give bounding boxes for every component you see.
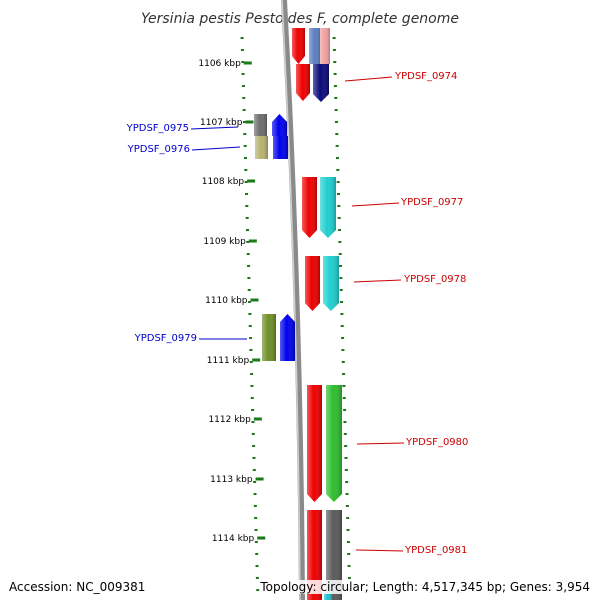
- kbp-label: 1106 kbp: [198, 59, 241, 69]
- cds-block-shade: [280, 314, 295, 361]
- label-leader-line: [356, 442, 405, 445]
- cds-block-shade: [307, 385, 322, 502]
- label-leader-line: [191, 146, 241, 151]
- kbp-label: 1107 kbp: [200, 118, 243, 128]
- kbp-label: 1112 kbp: [208, 415, 251, 425]
- accession-text: Accession: NC_009381: [9, 580, 146, 594]
- gene-label-ypdsf-0976[interactable]: YPDSF_0976: [127, 144, 190, 155]
- kbp-label: 1111 kbp: [207, 356, 250, 366]
- gene-label-ypdsf-0975[interactable]: YPDSF_0975: [126, 123, 189, 134]
- label-leader-line: [344, 76, 393, 82]
- gene-block-ypdsf-0975-shade: [254, 114, 267, 136]
- gene-block-shade: [324, 592, 332, 600]
- label-leader-line: [351, 202, 400, 207]
- gene-labels: YPDSF_0974 YPDSF_0975 YPDSF_0976 YPDSF_0977…: [126, 71, 469, 556]
- gene-block-ypdsf-0978-shade: [323, 256, 339, 311]
- gene-label-ypdsf-0979[interactable]: YPDSF_0979: [134, 333, 197, 344]
- map-title: Yersinia pestis Pestoides F, complete ge…: [141, 11, 459, 27]
- gene-block-ypdsf-0981-shade: [326, 510, 342, 600]
- cds-block-shade: [302, 177, 317, 238]
- genome-backbone: [281, 0, 305, 600]
- gene-label-ypdsf-0974[interactable]: YPDSF_0974: [394, 71, 457, 82]
- kbp-scale: 1106 kbp 1107 kbp 1108 kbp 1109 kbp 1110 kbp…: [198, 59, 266, 544]
- cds-block-shade: [296, 64, 310, 101]
- kbp-label: 1113 kbp: [210, 475, 253, 485]
- gene-block-ypdsf-0977-shade: [320, 177, 336, 238]
- gene-block-ypdsf-0979-shade: [262, 314, 276, 361]
- kbp-label: 1114 kbp: [212, 534, 255, 544]
- cds-block-shade: [272, 114, 287, 136]
- kbp-label: 1108 kbp: [202, 177, 245, 187]
- cds-block-shade: [307, 510, 322, 600]
- genome-backbone-highlight: [281, 0, 301, 600]
- label-leader-line: [190, 126, 239, 130]
- label-leader-line: [353, 279, 402, 283]
- gene-label-ypdsf-0978[interactable]: YPDSF_0978: [403, 274, 466, 285]
- minus-strand-track-ticks: [240, 37, 260, 591]
- kbp-label: 1109 kbp: [203, 237, 246, 247]
- topology-text: Topology: circular; Length: 4,517,345 bp…: [260, 580, 590, 594]
- gene-features: [254, 28, 342, 600]
- kbp-label: 1110 kbp: [205, 296, 248, 306]
- gene-block-shade: [309, 28, 321, 64]
- gene-block-ypdsf-0980-shade: [326, 385, 342, 502]
- gene-block-shade: [320, 28, 330, 64]
- gene-label-ypdsf-0980[interactable]: YPDSF_0980: [405, 437, 468, 448]
- label-leader-line: [355, 549, 404, 552]
- cds-block-shade: [273, 136, 288, 159]
- gene-label-ypdsf-0977[interactable]: YPDSF_0977: [400, 197, 463, 208]
- cds-block-shade: [305, 256, 320, 311]
- plus-strand-track-ticks: [332, 37, 352, 591]
- gene-block-ypdsf-0974-shade: [313, 64, 329, 102]
- gene-block-ypdsf-0976-shade: [255, 136, 268, 159]
- cds-block-shade: [292, 28, 305, 64]
- gene-label-ypdsf-0981[interactable]: YPDSF_0981: [404, 545, 467, 556]
